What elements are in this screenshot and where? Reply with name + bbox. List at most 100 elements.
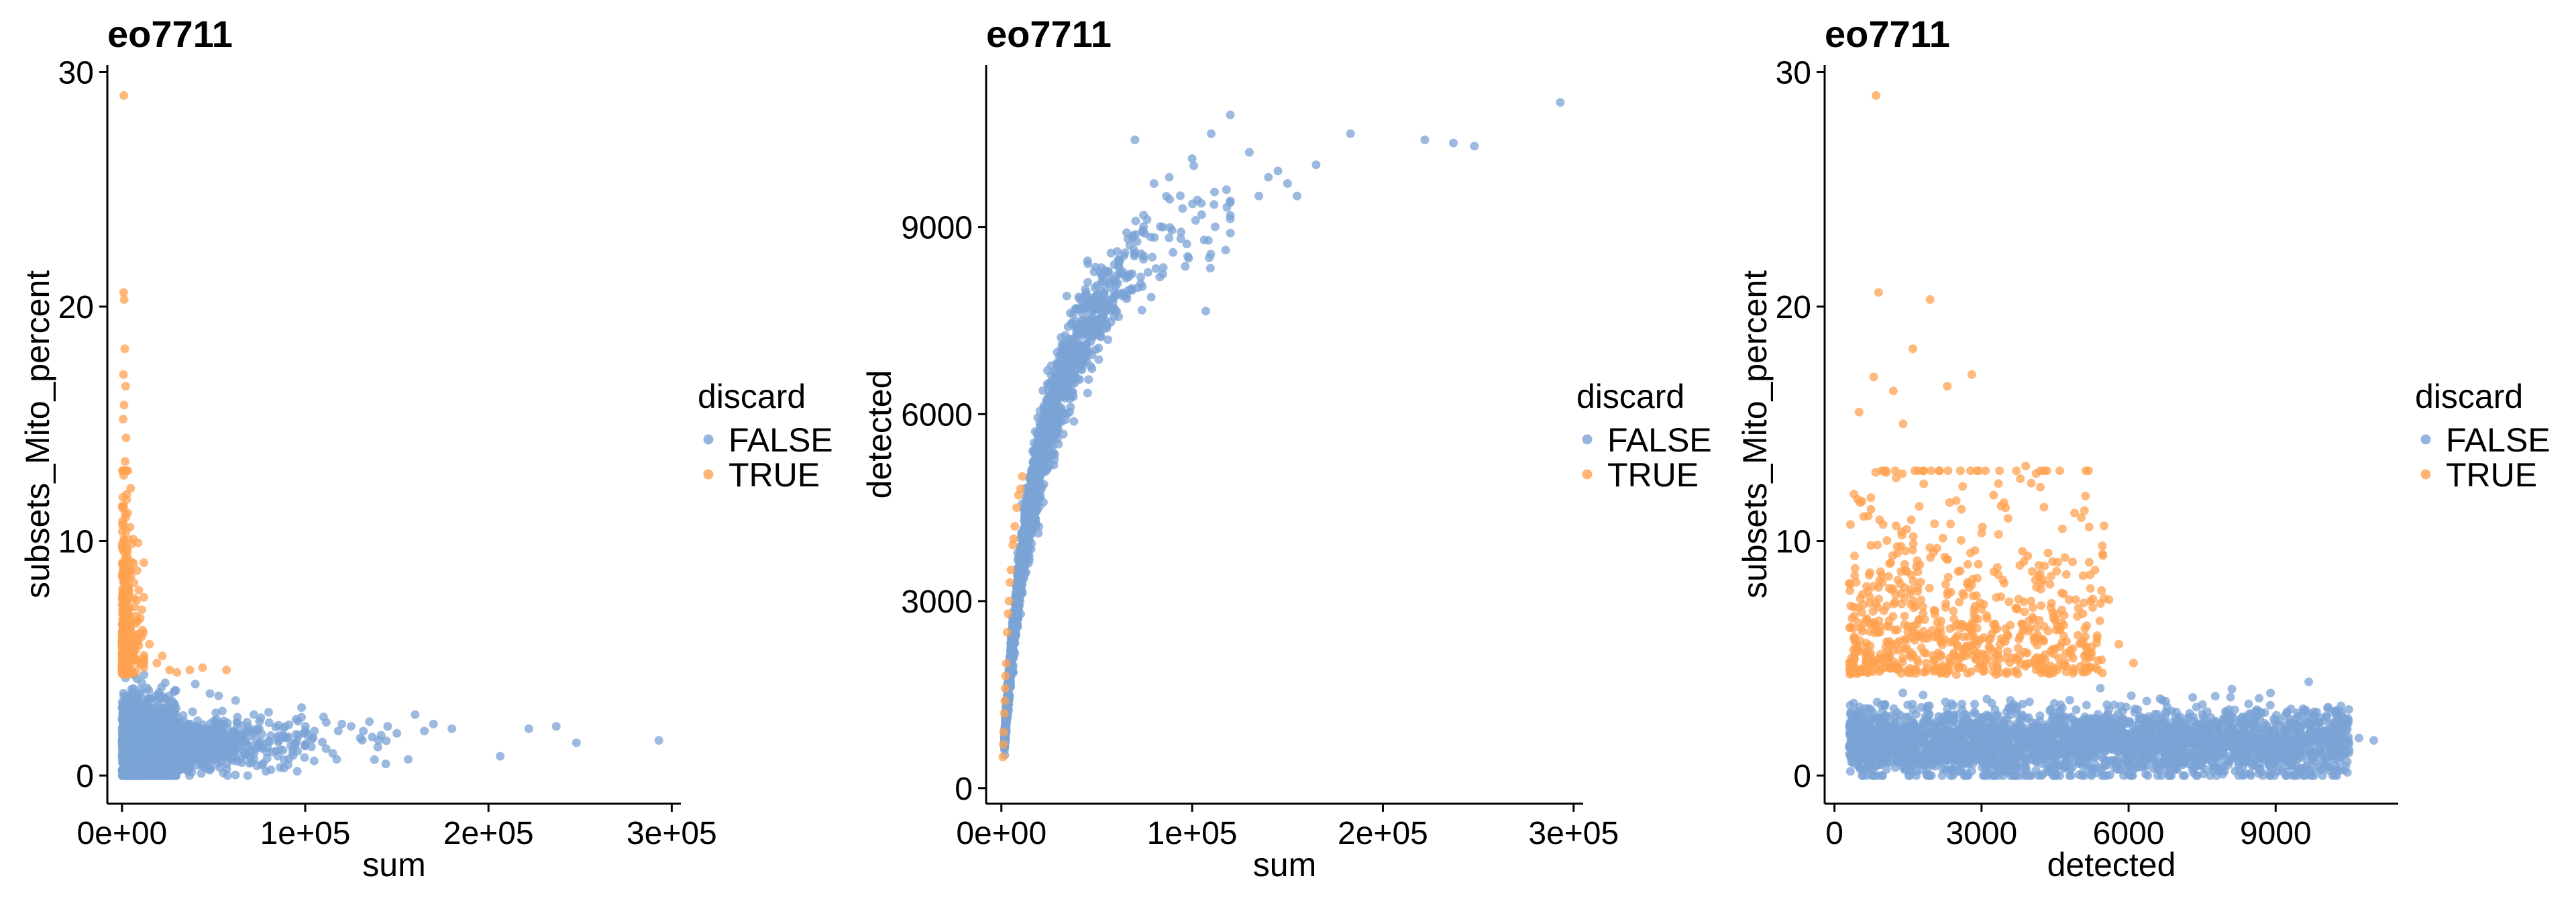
point-false [1138,306,1146,315]
point-false [255,739,264,747]
point-false [1919,691,1927,700]
point-false [2255,694,2263,702]
point-true [124,654,133,663]
point-false [231,771,239,780]
point-true [121,604,129,613]
point-false [211,708,220,717]
point-false [1057,417,1066,426]
point-false [1077,346,1086,355]
point-false [1152,264,1161,273]
point-false [1127,285,1136,294]
point-true [120,295,129,304]
legend-label-false: FALSE [729,421,833,459]
point-false [1181,262,1189,271]
point-false [1007,645,1016,653]
point-false [1059,384,1068,392]
point-false [1206,264,1215,272]
point-true [1001,684,1010,693]
point-false [1200,235,1209,244]
point-false [122,702,131,710]
x-tick-label: 0e+00 [76,816,167,851]
point-false [1197,211,1206,219]
point-false [191,680,200,688]
point-false [1091,263,1100,272]
point-false [1165,195,1174,204]
point-false [293,767,302,776]
point-false [240,739,249,747]
chart-title: eo7711 [107,13,233,55]
point-false [134,737,143,746]
point-false [429,720,438,729]
point-false [1201,307,1210,315]
point-false [310,757,319,765]
point-false [1065,408,1074,417]
point-false [1055,352,1064,361]
point-true [1000,728,1008,737]
point-false [1098,270,1107,278]
point-false [211,718,219,727]
point-false [392,729,401,738]
point-false [1205,254,1214,262]
point-true [134,586,143,594]
y-axis-label: detected [861,370,898,499]
point-false [136,689,145,698]
point-false [301,741,310,749]
point-false [179,711,188,720]
point-false [1036,407,1044,415]
point-false [552,722,561,731]
point-false [1085,332,1093,341]
point-false [1136,272,1145,281]
point-false [174,720,182,729]
point-false [334,727,343,735]
points [999,98,1565,761]
point-false [1025,524,1034,533]
point-false [1470,142,1479,150]
point-false [157,683,166,692]
point-false [1183,252,1192,261]
point-false [1072,317,1081,325]
y-tick-label: 6000 [901,397,973,433]
point-true [118,521,127,529]
y-tick-label: 20 [58,290,94,325]
point-false [133,699,142,708]
point-false [1069,388,1077,396]
x-tick-label: 3e+05 [627,816,717,851]
point-false [139,755,148,764]
point-false [1222,246,1230,254]
point-false [190,746,199,755]
point-true [152,659,161,668]
point-false [150,733,158,742]
point-false [1177,227,1185,236]
point-true [1000,696,1009,705]
point-false [241,751,250,759]
point-true [119,535,128,543]
point-false [233,732,241,741]
point-false [259,759,268,767]
point-true [1010,535,1018,543]
point-true [119,471,128,480]
point-false [1264,173,1273,182]
point-false [1165,233,1173,242]
point-true [199,663,207,672]
point-false [1226,229,1235,237]
point-true [119,370,128,379]
point-false [655,736,663,745]
point-false [297,703,306,712]
point-false [301,753,309,762]
x-tick-label: 2e+05 [1338,816,1428,851]
point-false [1050,415,1059,423]
point-false [1086,362,1095,370]
point-true [1016,484,1025,493]
point-false [250,710,258,719]
point-true [119,91,128,100]
y-tick-label: 30 [58,55,94,91]
point-false [282,734,291,743]
point-false [1074,330,1083,339]
point-false [1254,192,1263,201]
point-false [189,708,197,716]
point-true [1018,472,1027,481]
point-false [1113,270,1122,279]
point-false [1146,233,1155,242]
